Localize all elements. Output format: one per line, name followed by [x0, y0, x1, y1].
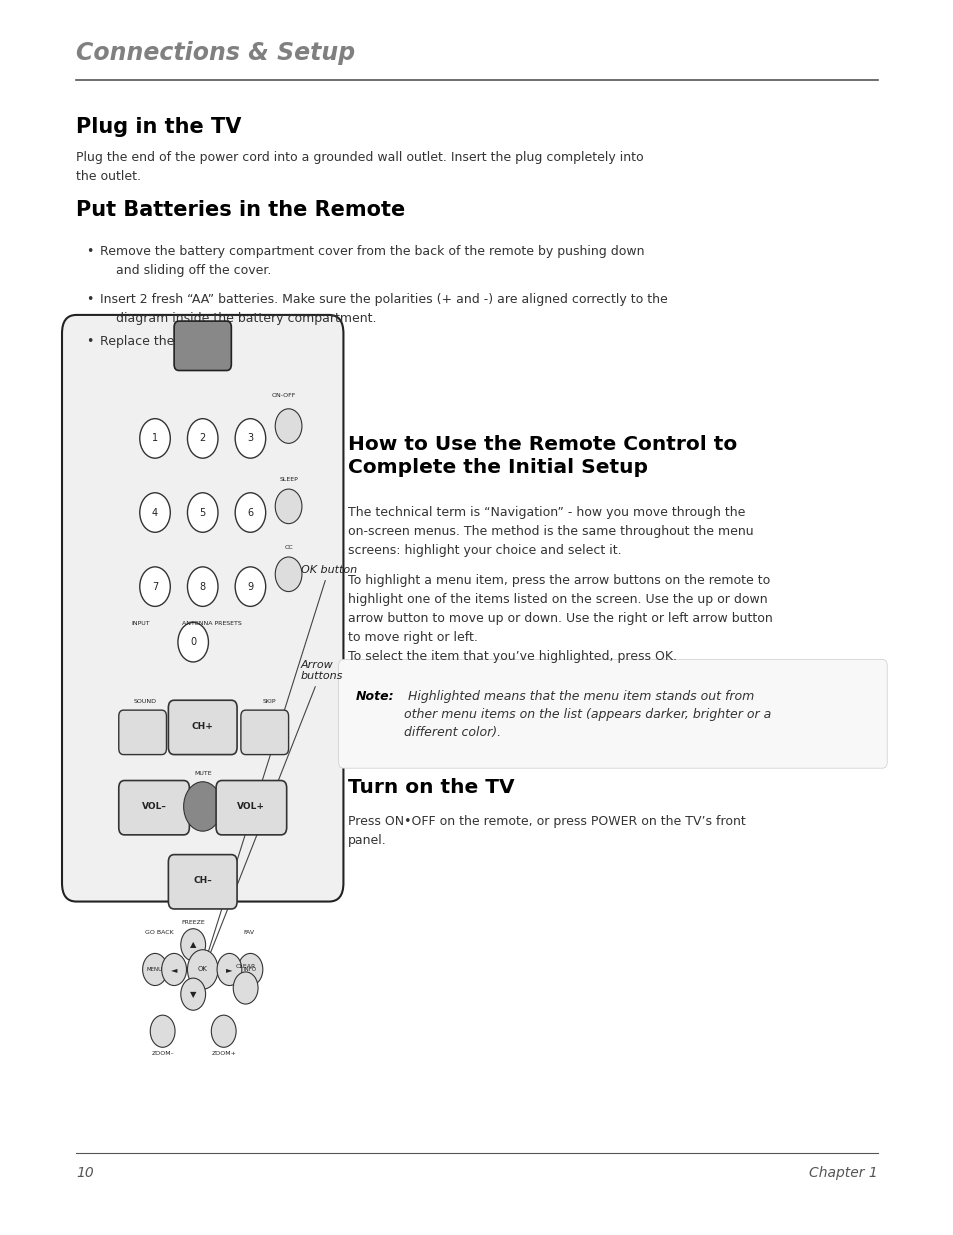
- FancyBboxPatch shape: [240, 710, 288, 755]
- Circle shape: [238, 953, 263, 986]
- Text: 5: 5: [199, 508, 206, 517]
- FancyBboxPatch shape: [173, 321, 232, 370]
- Circle shape: [139, 493, 171, 532]
- Circle shape: [187, 567, 217, 606]
- FancyBboxPatch shape: [338, 659, 886, 768]
- Text: 3: 3: [247, 433, 253, 443]
- Text: 8: 8: [199, 582, 206, 592]
- Text: 0: 0: [190, 637, 196, 647]
- Text: ►: ►: [226, 965, 233, 974]
- Circle shape: [216, 953, 242, 986]
- Text: The technical term is “Navigation” - how you move through the
on-screen menus. T: The technical term is “Navigation” - how…: [348, 506, 753, 557]
- Text: Press ON•OFF on the remote, or press POWER on the TV’s front
panel.: Press ON•OFF on the remote, or press POW…: [348, 815, 745, 847]
- FancyBboxPatch shape: [169, 700, 236, 755]
- Circle shape: [234, 567, 265, 606]
- Text: MENU: MENU: [147, 967, 163, 972]
- Circle shape: [274, 489, 301, 524]
- Text: INPUT: INPUT: [132, 621, 150, 626]
- Text: MUTE: MUTE: [193, 771, 212, 776]
- Circle shape: [139, 419, 171, 458]
- FancyBboxPatch shape: [62, 315, 343, 902]
- Text: ZOOM–: ZOOM–: [152, 1051, 173, 1056]
- Circle shape: [183, 782, 222, 831]
- Text: 6: 6: [247, 508, 253, 517]
- Text: ▼: ▼: [190, 989, 196, 999]
- Text: ON-OFF: ON-OFF: [272, 393, 295, 398]
- Circle shape: [151, 1015, 174, 1047]
- Text: Highlighted means that the menu item stands out from
other menu items on the lis: Highlighted means that the menu item sta…: [403, 690, 770, 740]
- Text: OK: OK: [197, 967, 208, 972]
- Text: VOL+: VOL+: [237, 802, 265, 811]
- Text: 9: 9: [247, 582, 253, 592]
- Text: 10: 10: [76, 1166, 94, 1179]
- Text: ◄: ◄: [171, 965, 177, 974]
- Circle shape: [274, 557, 301, 592]
- Text: CC: CC: [284, 545, 293, 550]
- Text: 4: 4: [152, 508, 158, 517]
- Text: FAV: FAV: [243, 930, 253, 935]
- Circle shape: [187, 950, 217, 989]
- Circle shape: [177, 622, 209, 662]
- Text: OK button: OK button: [203, 566, 356, 967]
- Text: Plug in the TV: Plug in the TV: [76, 117, 241, 137]
- Text: ▲: ▲: [190, 940, 196, 950]
- Circle shape: [234, 493, 265, 532]
- Text: 2: 2: [199, 433, 206, 443]
- Text: Arrow
buttons: Arrow buttons: [194, 659, 342, 994]
- Text: •: •: [86, 335, 93, 348]
- Text: Replace the cover.: Replace the cover.: [100, 335, 216, 348]
- Text: CH–: CH–: [193, 876, 212, 885]
- Text: ANTENNA PRESETS: ANTENNA PRESETS: [182, 621, 242, 626]
- Text: SOUND: SOUND: [133, 699, 157, 704]
- Circle shape: [139, 567, 171, 606]
- Text: How to Use the Remote Control to
Complete the Initial Setup: How to Use the Remote Control to Complet…: [348, 435, 737, 477]
- Text: Connections & Setup: Connections & Setup: [76, 42, 355, 65]
- Text: VOL–: VOL–: [141, 802, 167, 811]
- Text: SKIP: SKIP: [262, 699, 276, 704]
- Text: 1: 1: [152, 433, 158, 443]
- Circle shape: [181, 978, 206, 1010]
- Text: Insert 2 fresh “AA” batteries. Make sure the polarities (+ and -) are aligned co: Insert 2 fresh “AA” batteries. Make sure…: [100, 293, 667, 325]
- Text: Put Batteries in the Remote: Put Batteries in the Remote: [76, 200, 405, 220]
- Text: Plug the end of the power cord into a grounded wall outlet. Insert the plug comp: Plug the end of the power cord into a gr…: [76, 151, 643, 183]
- FancyBboxPatch shape: [215, 781, 286, 835]
- Text: ZOOM+: ZOOM+: [211, 1051, 236, 1056]
- Circle shape: [187, 419, 217, 458]
- Circle shape: [181, 929, 206, 961]
- Text: Remove the battery compartment cover from the back of the remote by pushing down: Remove the battery compartment cover fro…: [100, 245, 644, 277]
- Text: INFO: INFO: [244, 967, 256, 972]
- FancyBboxPatch shape: [169, 855, 236, 909]
- Text: FREEZE: FREEZE: [181, 920, 205, 925]
- Text: Turn on the TV: Turn on the TV: [348, 778, 515, 797]
- Text: To select the item that you’ve highlighted, press OK.: To select the item that you’ve highlight…: [348, 650, 677, 663]
- Circle shape: [143, 953, 168, 986]
- FancyBboxPatch shape: [119, 710, 167, 755]
- Text: To highlight a menu item, press the arrow buttons on the remote to
highlight one: To highlight a menu item, press the arro…: [348, 574, 772, 645]
- FancyBboxPatch shape: [118, 781, 189, 835]
- Text: •: •: [86, 293, 93, 306]
- Text: •: •: [86, 245, 93, 258]
- Text: Chapter 1: Chapter 1: [808, 1166, 877, 1179]
- Text: CH+: CH+: [192, 721, 213, 731]
- Text: 7: 7: [152, 582, 158, 592]
- Text: GO BACK: GO BACK: [145, 930, 174, 935]
- Text: Note:: Note:: [355, 690, 394, 704]
- Circle shape: [233, 972, 257, 1004]
- Circle shape: [212, 1015, 236, 1047]
- Text: SLEEP: SLEEP: [279, 477, 297, 482]
- Circle shape: [234, 419, 265, 458]
- Text: CLEAR: CLEAR: [235, 965, 255, 969]
- Circle shape: [161, 953, 186, 986]
- Circle shape: [274, 409, 301, 443]
- Circle shape: [187, 493, 217, 532]
